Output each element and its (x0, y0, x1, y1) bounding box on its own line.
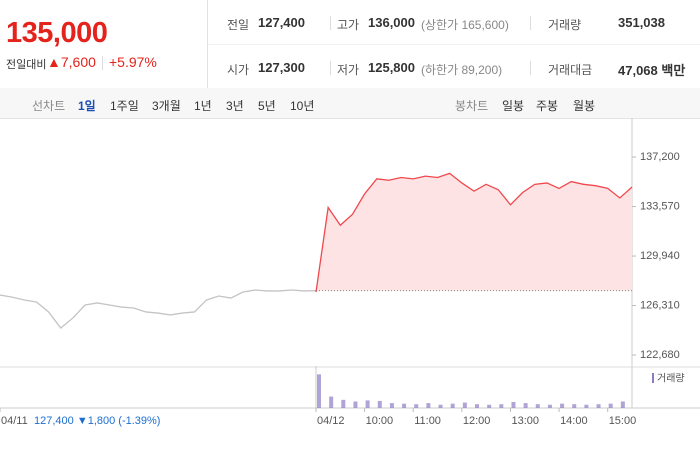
x-tick-label: 11:00 (414, 415, 441, 427)
volume-bar (462, 402, 467, 408)
volume-bar (560, 403, 565, 408)
x-tick-label: 15:00 (609, 415, 637, 427)
price-box: 135,000 전일대비 ▲7,600 +5.97% (0, 0, 208, 88)
volume-bar (547, 404, 552, 408)
volume-bar (584, 404, 589, 408)
y-tick-label: 122,680 (640, 349, 680, 361)
volume-bar (620, 401, 625, 408)
candle-tab[interactable]: 월봉 (573, 99, 596, 113)
volume-bar (377, 400, 382, 408)
candle-tab[interactable]: 일봉 (502, 99, 525, 113)
volume-bar (487, 404, 492, 408)
stat-value: 125,800 (368, 60, 415, 75)
stat-value: 127,400 (258, 15, 305, 30)
x-tick-label: 13:00 (511, 415, 539, 427)
period-tab[interactable]: 1년 (194, 99, 212, 113)
stat-note: (상한가 165,600) (421, 18, 509, 32)
volume-bar (475, 404, 479, 408)
period-tab[interactable]: 5년 (258, 99, 276, 113)
tab-group-label: 봉차트 (455, 99, 489, 113)
volume-bar (438, 404, 443, 408)
stat-label: 거래량 (548, 18, 582, 32)
period-tab[interactable]: 10년 (290, 99, 315, 113)
price-line (315, 172, 633, 293)
volume-bar (353, 401, 358, 408)
period-tab[interactable]: 3년 (226, 99, 244, 113)
stat-value: 136,000 (368, 15, 415, 30)
price-area (316, 173, 632, 293)
volume-bar (402, 403, 407, 408)
change-pct: +5.97% (109, 54, 157, 70)
y-tick-label: 137,200 (640, 151, 680, 163)
volume-bar (329, 396, 334, 408)
stat-value: 127,300 (258, 60, 305, 75)
price-line (0, 289, 317, 329)
stat-note: (하한가 89,200) (421, 63, 503, 77)
period-tab[interactable]: 3개월 (152, 99, 181, 113)
volume-bar (572, 404, 577, 408)
separator (330, 61, 331, 75)
volume-bar (389, 403, 394, 408)
change: ▲7,600 (47, 54, 96, 70)
y-tick-label: 129,940 (640, 250, 680, 262)
stat-value: 351,038 (618, 15, 665, 30)
stat-value: 47,068 백만 (618, 63, 686, 78)
stat-label: 고가 (337, 18, 360, 32)
volume-bar (523, 403, 528, 408)
summary-panel: 135,000 전일대비 ▲7,600 +5.97% 전일 127,400 고가 13… (0, 0, 700, 89)
y-tick-label: 126,310 (640, 299, 680, 311)
stat-label: 거래대금 (548, 63, 593, 77)
x-tick-label: 14:00 (560, 415, 588, 427)
stat-label: 시가 (227, 63, 250, 77)
change-label: 전일대비 (6, 59, 47, 71)
x-tick-label: 10:00 (366, 415, 394, 427)
prev-day-annotation: 127,400 ▼1,800 (-1.39%) (34, 415, 160, 427)
volume-bar (608, 403, 613, 408)
stat-label: 저가 (337, 63, 360, 77)
volume-bar (499, 404, 504, 408)
volume-bar (317, 374, 321, 408)
candle-tab[interactable]: 주봉 (536, 99, 559, 113)
separator (530, 16, 531, 30)
separator (330, 16, 331, 30)
volume-bar (535, 404, 540, 408)
stat-label: 전일 (227, 18, 250, 32)
y-tick-label: 133,570 (640, 200, 680, 212)
separator (102, 56, 103, 70)
volume-bar (414, 404, 419, 408)
volume-bar (511, 402, 516, 408)
row-divider (208, 44, 700, 45)
x-tick-label: 04/12 (317, 415, 345, 427)
x-tick-label: 04/11 (1, 415, 28, 427)
tab-bar: 선차트 1일 1주일 3개월 1년 3년 5년 10년 봉차트 일봉 주봉 월봉 (0, 88, 700, 119)
period-tab[interactable]: 1주일 (110, 99, 139, 113)
x-tick-label: 12:00 (463, 415, 491, 427)
volume-bar (596, 404, 601, 408)
legend-swatch (652, 373, 654, 383)
tab-group-label: 선차트 (32, 99, 66, 113)
period-tab[interactable]: 1일 (78, 99, 96, 113)
separator (530, 61, 531, 75)
volume-bar (450, 403, 455, 408)
volume-bar (365, 400, 370, 408)
current-price: 135,000 (6, 17, 108, 49)
legend-label: 거래량 (657, 373, 685, 385)
volume-bar (341, 399, 346, 408)
volume-bar (426, 403, 431, 408)
chart: 137,200 133,570 129,940 126,310 122,680 04/11… (0, 118, 700, 427)
